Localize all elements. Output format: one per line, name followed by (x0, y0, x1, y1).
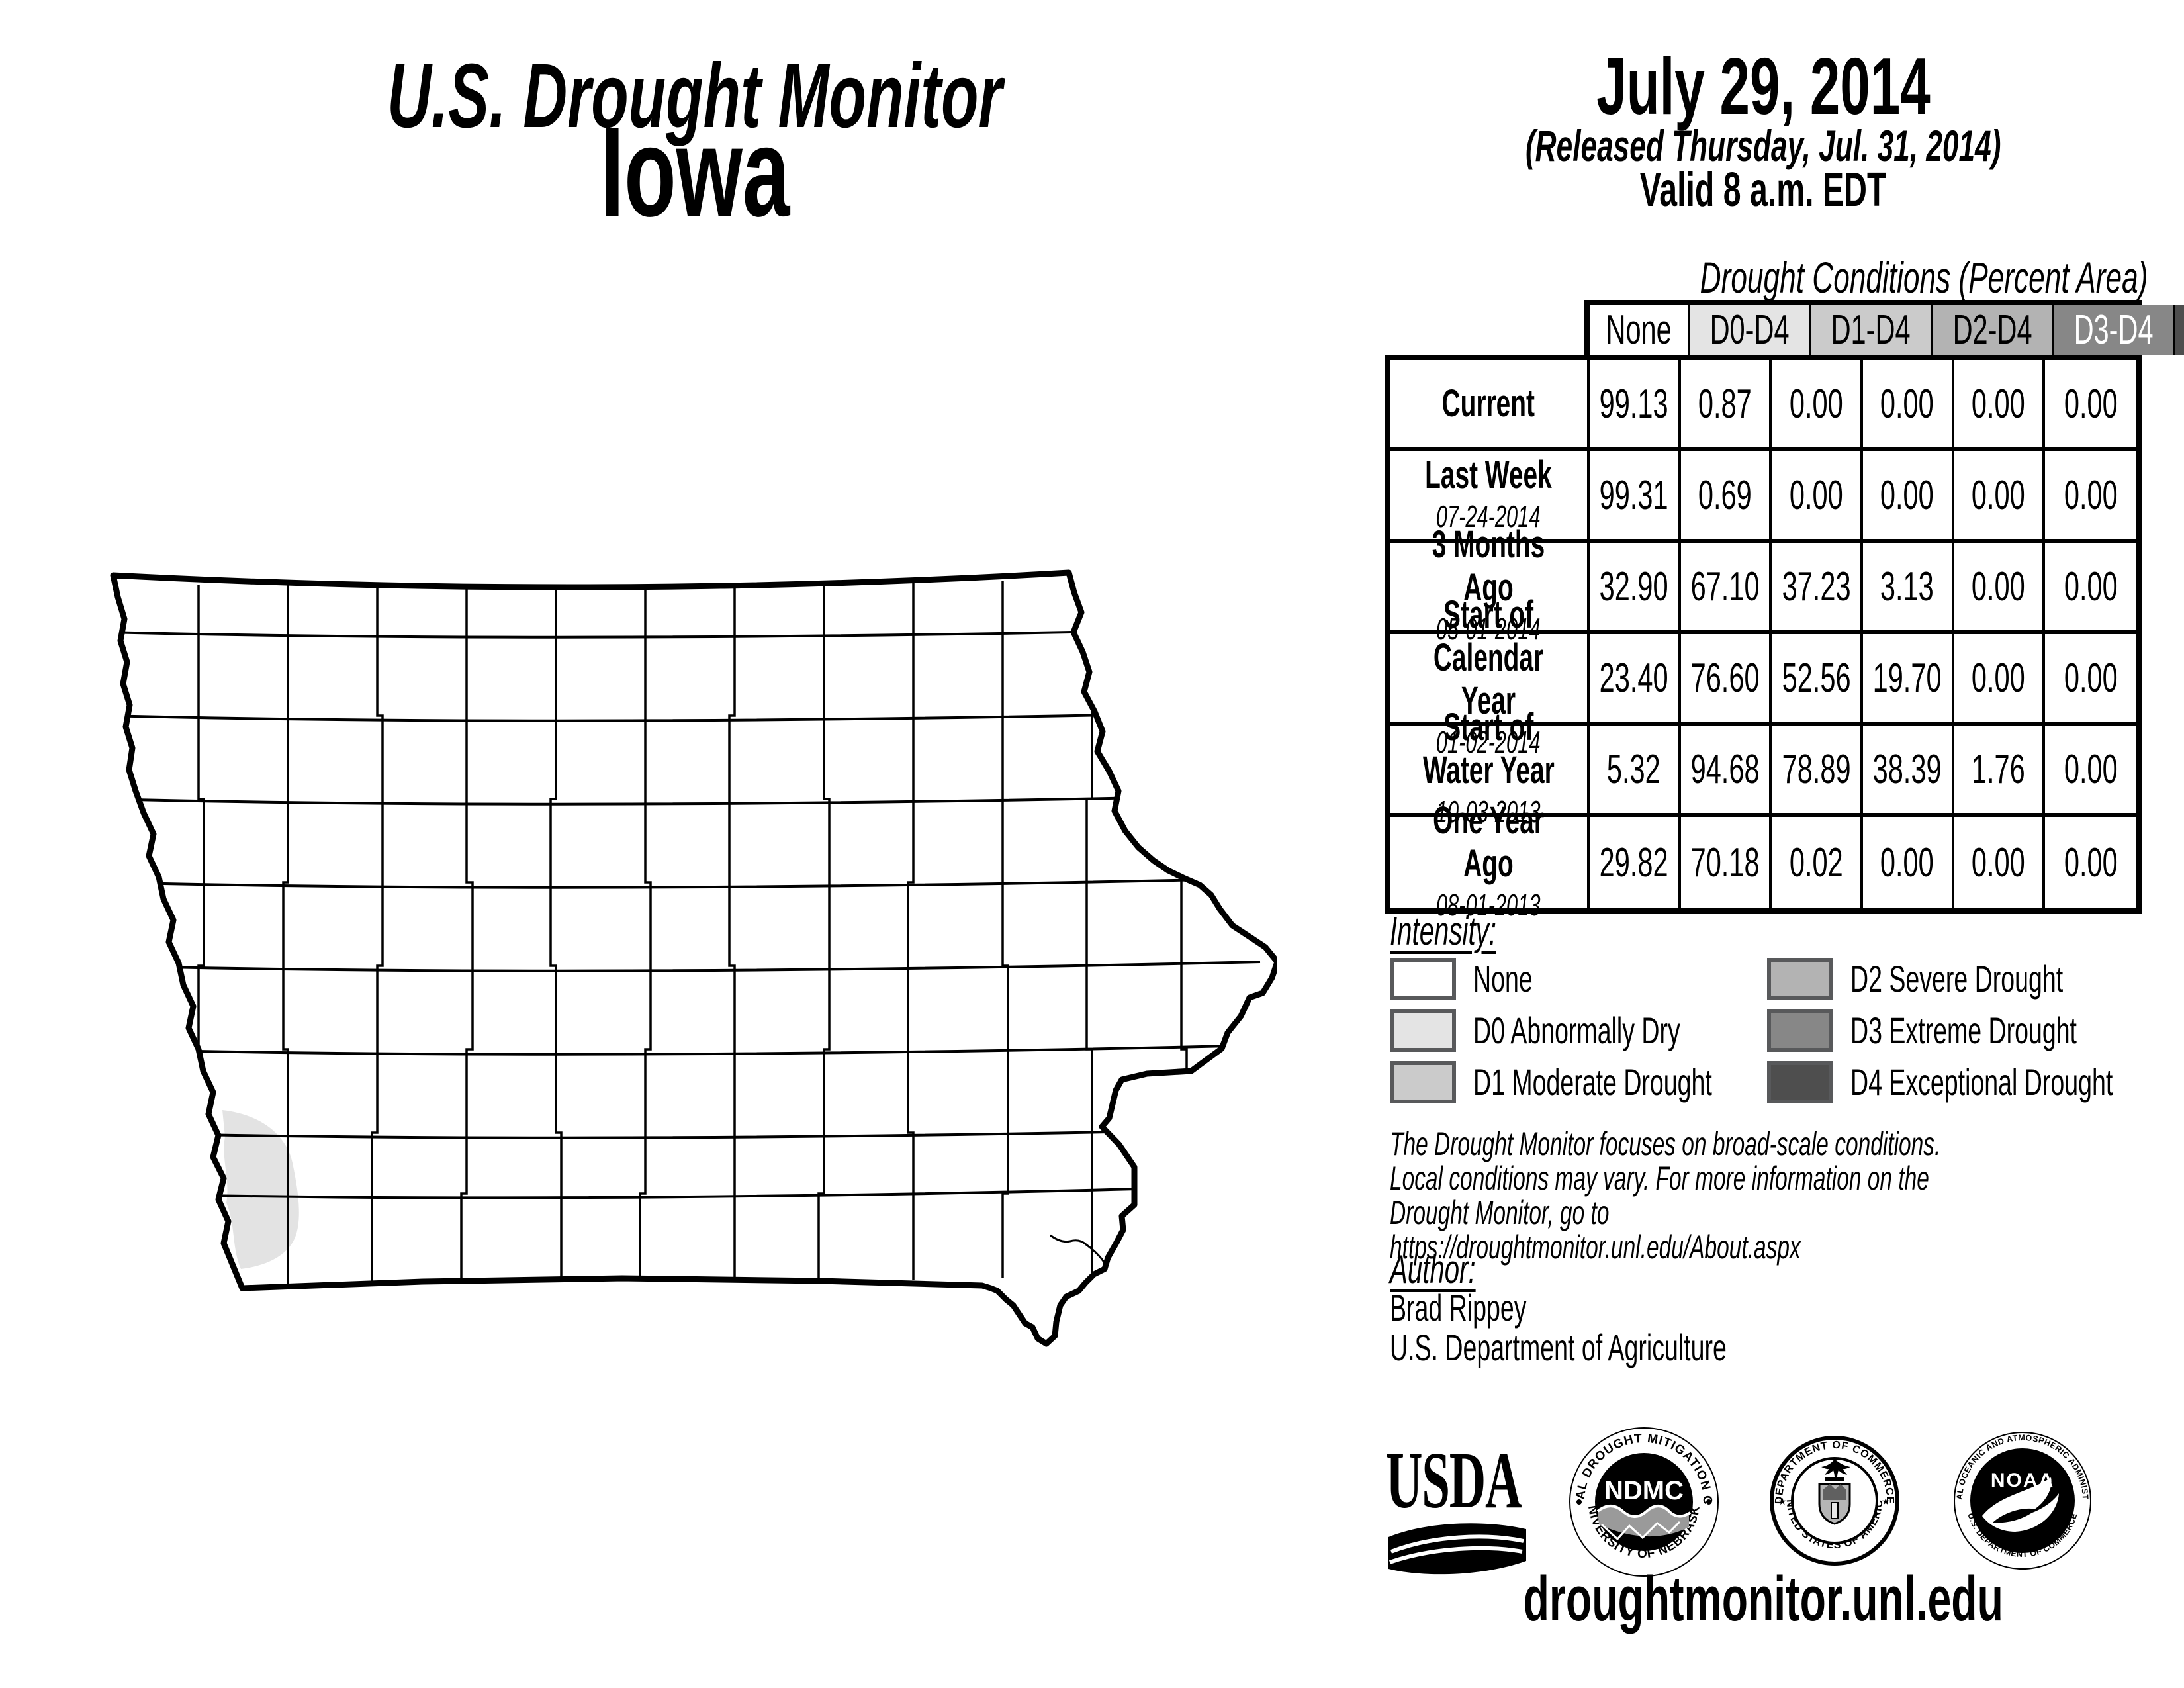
table-cell: 29.82 (1590, 817, 1681, 908)
table-cell: 76.60 (1680, 634, 1772, 726)
col-header-d1d4: D1-D4 (1811, 305, 1933, 355)
legend-title: Intensity: (1390, 909, 1496, 953)
table-cell: 37.23 (1772, 543, 1863, 634)
disclaimer-text: The Drought Monitor focuses on broad-sca… (1390, 1125, 1941, 1266)
table-cell: 94.68 (1680, 726, 1772, 817)
table-cell: 0.00 (2045, 543, 2136, 634)
table-cell: 1.76 (1954, 726, 2046, 817)
table-cell: 23.40 (1590, 634, 1681, 726)
legend-item-d3: D3 Extreme Drought (1767, 1009, 2184, 1052)
table-cell: 0.00 (1954, 360, 2046, 451)
table-cell: 0.02 (1772, 817, 1863, 908)
noaa-logo: NATIONAL OCEANIC AND ATMOSPHERIC ADMINIS… (1953, 1431, 2091, 1570)
table-cell: 0.00 (2045, 726, 2136, 817)
col-header-d4: D4 (2175, 305, 2184, 355)
ndmc-logo: NATIONAL DROUGHT MITIGATION CENTER UNIVE… (1567, 1425, 1719, 1577)
department-of-commerce-seal: DEPARTMENT OF COMMERCE UNITED STATES OF … (1768, 1434, 1899, 1566)
table-cell: 0.00 (1772, 451, 1863, 543)
map-date: July 29, 2014 (1596, 41, 1931, 131)
legend-item-d0: D0 Abnormally Dry (1390, 1009, 1782, 1052)
row-label-3-months-ago: 3 Months Ago 05-01-2014 (1390, 523, 1590, 646)
state-fill (113, 573, 1277, 1344)
state-outline (110, 569, 1277, 1347)
legend-item-d4: D4 Exceptional Drought (1767, 1061, 2184, 1103)
author-heading: Author: (1390, 1247, 1476, 1291)
table-cell: 52.56 (1772, 634, 1863, 726)
usda-logo-text: USDA (1386, 1436, 1522, 1525)
row-label-one-year-ago: One Year Ago 08-01-2013 (1390, 799, 1590, 922)
footer-url: droughtmonitor.unl.edu (1523, 1564, 2003, 1634)
released-date: (Released Thursday, Jul. 31, 2014) (1525, 121, 2001, 170)
table-cell: 0.87 (1680, 360, 1772, 451)
table-cell: 0.00 (1954, 451, 2046, 543)
table-cell: 67.10 (1680, 543, 1772, 634)
table-cell: 99.31 (1590, 451, 1681, 543)
table-title: Drought Conditions (Percent Area) (1700, 253, 2148, 302)
table-cell: 0.00 (2045, 451, 2136, 543)
table-cell: 3.13 (1862, 543, 1954, 634)
table-cell: 0.00 (1954, 817, 2046, 908)
table-cell: 32.90 (1590, 543, 1681, 634)
table-cell: 0.00 (1772, 360, 1863, 451)
author-name: Brad Rippey (1390, 1287, 1527, 1329)
table-cell: 0.00 (2045, 360, 2136, 451)
usda-logo: USDA (1386, 1436, 1529, 1575)
author-block: Brad Rippey U.S. Department of Agricultu… (1390, 1288, 2184, 1368)
row-label-last-week: Last Week 07-24-2014 (1390, 451, 1590, 543)
table-cell: 99.13 (1590, 360, 1681, 451)
col-header-d0d4: D0-D4 (1690, 305, 1812, 355)
legend-swatch-d1 (1390, 1061, 1456, 1103)
d0-drought-area (222, 1110, 299, 1269)
legend-swatch-d4 (1767, 1061, 1833, 1103)
valid-time: Valid 8 a.m. EDT (1639, 164, 1887, 216)
county-lines-horizontal (113, 627, 1261, 1199)
author-org: U.S. Department of Agriculture (1390, 1327, 1727, 1368)
page-title: U.S. Drought Monitor (387, 45, 1003, 147)
table-cell: 0.00 (1862, 360, 1954, 451)
row-label-start-water-year: Start of Water Year 10-03-2013 (1390, 706, 1590, 829)
legend-item-d1: D1 Moderate Drought (1390, 1061, 1830, 1103)
table-cell: 70.18 (1680, 817, 1772, 908)
table-cell: 0.00 (1954, 543, 2046, 634)
table-cell: 0.00 (1954, 634, 2046, 726)
svg-text:★: ★ (1778, 1496, 1787, 1507)
table-cell: 0.69 (1680, 451, 1772, 543)
legend-swatch-none (1390, 958, 1456, 1000)
col-header-none: None (1590, 305, 1691, 355)
state-title: Iowa (600, 101, 790, 243)
county-lines-vertical (197, 577, 1188, 1289)
legend-item-none: None (1390, 958, 1562, 1000)
table-cell: 38.39 (1862, 726, 1954, 817)
table-cell: 0.00 (1862, 451, 1954, 543)
svg-text:NDMC: NDMC (1604, 1476, 1684, 1505)
usda-logo-swoosh (1388, 1523, 1526, 1575)
table-cell: 0.00 (2045, 634, 2136, 726)
table-cell: 78.89 (1772, 726, 1863, 817)
table-cell: 19.70 (1862, 634, 1954, 726)
col-header-d2d4: D2-D4 (1933, 305, 2054, 355)
drought-conditions-table: Current 99.13 0.87 0.00 0.00 0.00 0.00 L… (1385, 355, 2142, 922)
col-header-d3d4: D3-D4 (2054, 305, 2175, 355)
svg-text:★: ★ (1882, 1496, 1890, 1507)
table-cell: 0.00 (1862, 817, 1954, 908)
legend-swatch-d2 (1767, 958, 1833, 1000)
table-header-row: None D0-D4 D1-D4 D2-D4 D3-D4 D4 (1584, 300, 2184, 355)
iowa-county-map (110, 569, 1277, 1347)
table-cell: 5.32 (1590, 726, 1681, 817)
legend-item-d2: D2 Severe Drought (1767, 958, 2167, 1000)
row-label-start-calendar-year: Start of Calendar Year 01-02-2014 (1390, 593, 1590, 759)
table-cell: 0.00 (2045, 817, 2136, 908)
legend-swatch-d0 (1390, 1009, 1456, 1052)
row-label-current: Current (1390, 360, 1590, 451)
legend-swatch-d3 (1767, 1009, 1833, 1052)
